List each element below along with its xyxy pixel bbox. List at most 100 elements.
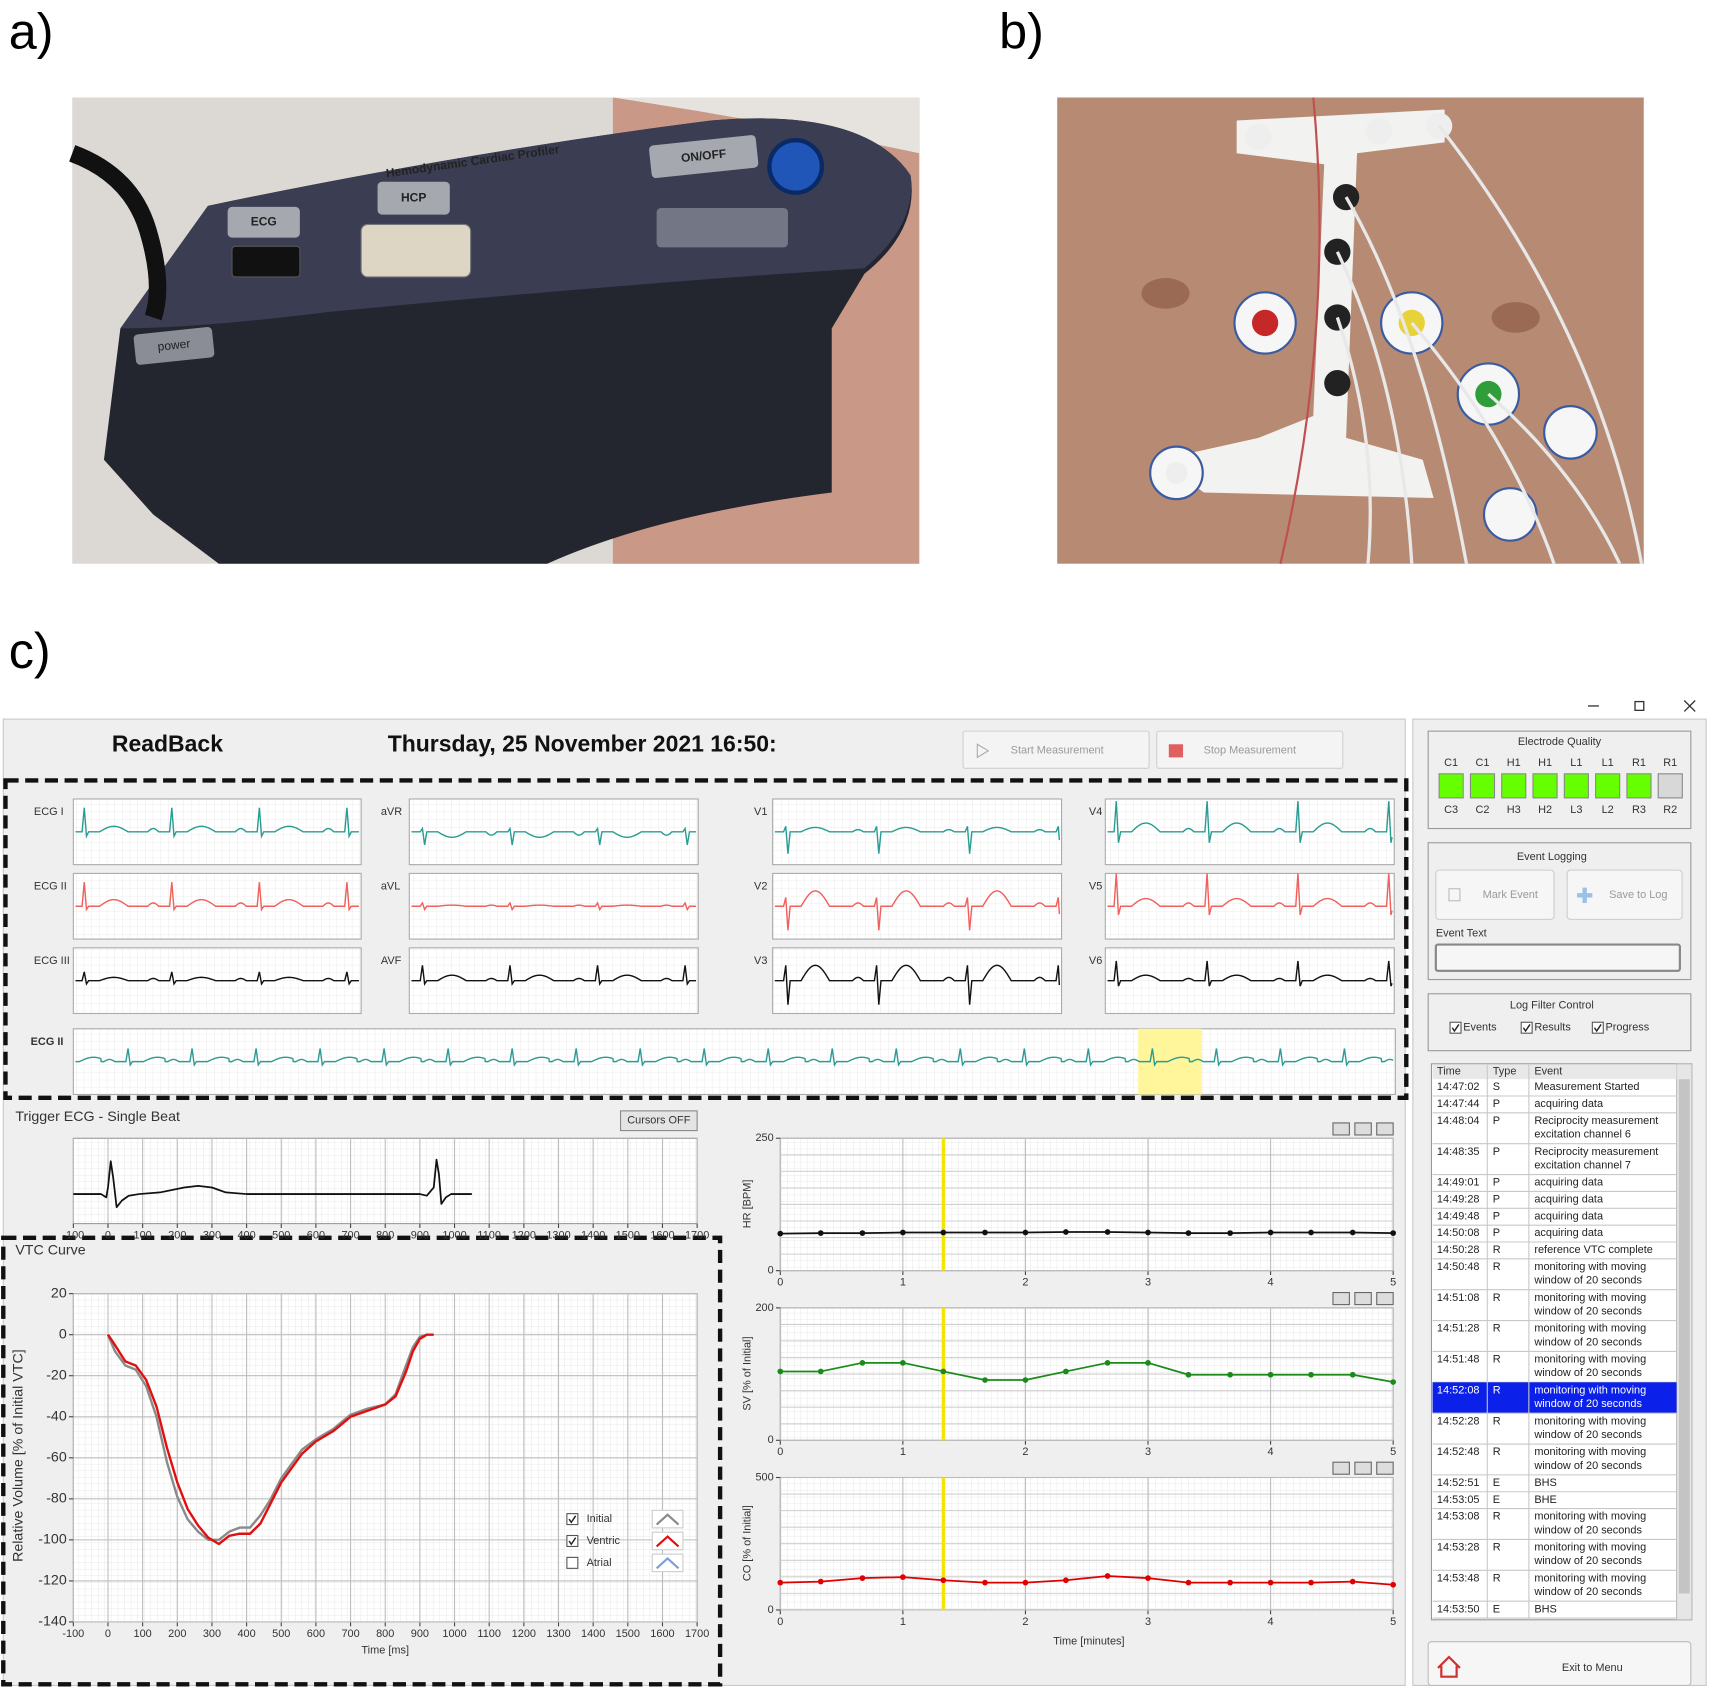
start-button[interactable] (962, 730, 1150, 769)
event-text-input[interactable] (1434, 943, 1681, 972)
ecg-trace (411, 901, 697, 912)
log-event: excitation channel 6 (1534, 1129, 1631, 1141)
x-tick-label: 800 (376, 1628, 394, 1640)
log-event: monitoring with moving (1534, 1323, 1646, 1335)
x-tick-label: 1300 (546, 1230, 570, 1242)
mark-event-button[interactable] (1435, 869, 1555, 920)
scrollbar-thumb[interactable] (1678, 1079, 1690, 1594)
electrode-indicator (1532, 773, 1558, 799)
restore-button[interactable] (1634, 700, 1645, 711)
log-event: monitoring with moving (1534, 1415, 1646, 1427)
log-event: window of 20 seconds (1533, 1367, 1642, 1379)
lead-label: V5 (1089, 880, 1102, 892)
ecg-panel (772, 947, 1063, 1015)
data-point (1390, 1230, 1397, 1236)
log-time: 14:53:08 (1437, 1511, 1480, 1523)
x-tick-label: 1500 (616, 1230, 640, 1242)
x-tick-label: 100 (134, 1628, 152, 1640)
y-tick-label: 200 (755, 1302, 773, 1314)
electrode-label: L2 (1602, 804, 1614, 816)
data-point (1185, 1579, 1192, 1586)
data-point (1185, 1371, 1192, 1378)
data-point (1349, 1578, 1356, 1585)
x-tick-label: 100 (134, 1230, 152, 1242)
electrode-indicator (1626, 773, 1652, 799)
log-event: acquiring data (1534, 1098, 1604, 1110)
log-time: 14:53:28 (1437, 1542, 1480, 1554)
x-axis-label: Time [minutes] (1053, 1636, 1124, 1648)
x-tick-label: 0 (777, 1446, 783, 1458)
data-point (1145, 1229, 1151, 1236)
y-axis-label: CO [% of Initial] (741, 1505, 753, 1581)
toolbar-icon (1376, 1461, 1394, 1475)
x-tick-label: 600 (307, 1628, 325, 1640)
exit-button[interactable] (1427, 1641, 1692, 1686)
y-tick-label: -140 (38, 1614, 67, 1630)
column-header: Event (1534, 1065, 1562, 1077)
x-tick-label: 0 (777, 1277, 783, 1289)
data-point (900, 1229, 906, 1236)
stop-button[interactable] (1156, 730, 1344, 769)
cursors-button[interactable] (619, 1110, 698, 1132)
electrode-label: C3 (1444, 804, 1458, 816)
log-type: S (1493, 1081, 1500, 1093)
y-tick-label: -80 (46, 1491, 67, 1507)
log-event: window of 20 seconds (1533, 1398, 1642, 1410)
log-event: window of 20 seconds (1533, 1524, 1642, 1536)
checkbox (566, 1556, 579, 1569)
x-tick-label: 2 (1022, 1277, 1028, 1289)
x-tick-label: -100 (62, 1628, 84, 1640)
electrode-label: H3 (1507, 804, 1521, 816)
button-label: Mark Event (1483, 889, 1538, 901)
x-tick-label: 5 (1390, 1446, 1396, 1458)
save-log-button[interactable] (1566, 869, 1683, 920)
close-button[interactable] (1683, 700, 1696, 712)
panel-label: b) (999, 2, 1044, 59)
log-time: 14:52:51 (1437, 1477, 1480, 1489)
photo-chest (1057, 97, 1644, 565)
electrode-label: H1 (1538, 757, 1552, 769)
log-time: 14:49:01 (1437, 1177, 1480, 1189)
log-event: window of 20 seconds (1533, 1275, 1642, 1287)
log-event: excitation channel 7 (1534, 1159, 1631, 1171)
x-tick-label: 800 (376, 1230, 394, 1242)
electrode-label: L1 (1602, 757, 1614, 769)
legend-swatch-box (651, 1531, 684, 1551)
data-point (1349, 1229, 1356, 1236)
data-point (940, 1229, 947, 1236)
data-point (1227, 1230, 1233, 1236)
x-tick-label: 900 (411, 1230, 429, 1242)
log-event: acquiring data (1534, 1227, 1604, 1239)
log-type: E (1493, 1603, 1500, 1615)
data-point (1390, 1379, 1397, 1385)
electrode-label: H1 (1507, 757, 1521, 769)
checkbox (1591, 1021, 1604, 1034)
data-line (106, 1333, 434, 1546)
x-tick-label: 200 (168, 1628, 186, 1640)
group-title: Event Logging (1517, 851, 1587, 863)
port-label: HCP (401, 190, 426, 204)
y-tick-label: 250 (755, 1132, 773, 1144)
data-point (1022, 1377, 1029, 1383)
ecg-port (231, 245, 301, 278)
data-point (1104, 1359, 1111, 1366)
x-tick-label: 1100 (477, 1628, 501, 1640)
y-tick-label: 0 (768, 1434, 774, 1446)
toolbar-icon (1354, 1122, 1372, 1136)
lead-label: AVF (381, 955, 402, 967)
electrode-label: C1 (1475, 757, 1489, 769)
log-time: 14:51:48 (1437, 1354, 1480, 1366)
log-time: 14:49:48 (1437, 1210, 1480, 1222)
log-event: Measurement Started (1534, 1081, 1639, 1093)
x-tick-label: 1600 (650, 1230, 674, 1242)
data-point (1308, 1579, 1314, 1586)
data-point (1022, 1229, 1029, 1236)
x-tick-label: 400 (237, 1230, 255, 1242)
log-type: R (1493, 1542, 1501, 1554)
x-tick-label: 4 (1268, 1446, 1274, 1458)
checkbox (1520, 1021, 1533, 1034)
data-point (1104, 1573, 1111, 1579)
check-mark (568, 1537, 577, 1546)
x-tick-label: 1200 (512, 1628, 536, 1640)
